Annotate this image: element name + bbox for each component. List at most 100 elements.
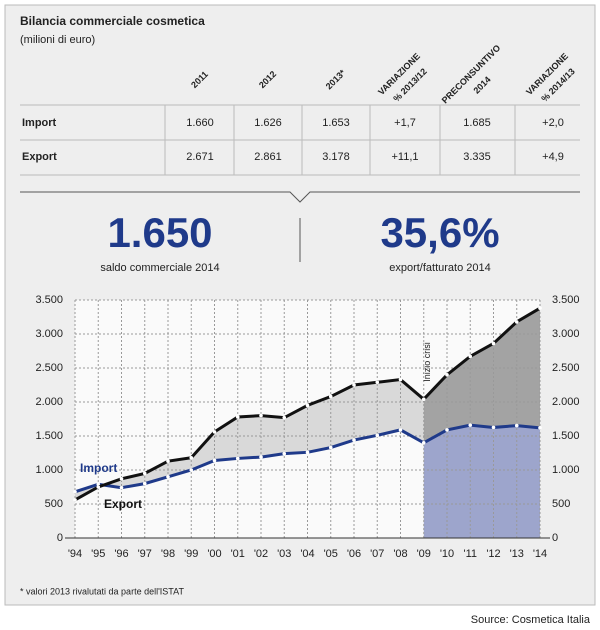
point: [189, 455, 194, 460]
point: [514, 423, 519, 428]
x-tick-label: '01: [231, 548, 245, 560]
table-cell: 2.861: [254, 151, 282, 163]
x-tick-label: '02: [254, 548, 268, 560]
highlight-label: export/fatturato 2014: [389, 262, 491, 274]
row-label: Export: [22, 151, 57, 163]
table-cell: +2,0: [542, 117, 564, 129]
point: [166, 459, 170, 463]
row-label: Import: [22, 117, 57, 129]
point: [352, 383, 356, 387]
point: [352, 438, 356, 442]
point: [119, 485, 124, 490]
y2-tick-label: 2.500: [552, 362, 580, 374]
y2-tick-label: 3.500: [552, 294, 580, 306]
x-tick-label: '14: [533, 548, 547, 560]
point: [375, 433, 380, 438]
x-tick-label: '06: [347, 548, 361, 560]
divider: [20, 191, 580, 203]
point: [73, 489, 77, 494]
x-tick-label: '11: [463, 548, 477, 560]
subtitle: (milioni di euro): [20, 34, 95, 46]
point: [282, 415, 287, 420]
y-tick-label: 2.000: [35, 396, 63, 408]
point: [445, 428, 449, 432]
table-cell: 1.626: [254, 117, 282, 129]
x-tick-label: '99: [184, 548, 198, 560]
series-label: Import: [80, 461, 117, 475]
point: [421, 397, 426, 402]
table-cell: 1.660: [186, 117, 214, 129]
table-cell: +11,1: [391, 151, 418, 163]
x-tick-label: '00: [207, 548, 221, 560]
y2-tick-label: 2.000: [552, 396, 580, 408]
shade: [423, 308, 540, 443]
title: Bilancia commerciale cosmetica: [20, 14, 205, 28]
point: [119, 477, 124, 481]
point: [259, 455, 263, 459]
table-cell: 3.335: [463, 151, 491, 163]
footnote: * valori 2013 rivalutati da parte dell'I…: [20, 586, 184, 596]
point: [328, 394, 333, 399]
point: [491, 341, 496, 346]
point: [235, 415, 240, 419]
x-tick-label: '13: [510, 548, 524, 560]
x-tick-label: '94: [68, 548, 82, 560]
point: [491, 425, 496, 430]
point: [398, 377, 403, 382]
point: [142, 481, 147, 486]
annotation: Inizio crisi: [422, 342, 432, 382]
point: [305, 450, 310, 455]
x-tick-label: '97: [138, 548, 152, 560]
series-label: Export: [104, 497, 142, 511]
x-tick-label: '95: [91, 548, 105, 560]
x-tick-label: '98: [161, 548, 175, 560]
table-cell: 1.685: [463, 117, 491, 129]
point: [468, 423, 473, 427]
y-tick-label: 500: [45, 498, 63, 510]
point: [235, 456, 240, 461]
point: [166, 475, 170, 479]
y-tick-label: 3.000: [35, 328, 63, 340]
y2-tick-label: 1.000: [552, 464, 580, 476]
table-cell: +4,9: [542, 151, 564, 163]
highlight-value: 35,6%: [380, 209, 499, 256]
point: [328, 445, 333, 450]
point: [538, 306, 542, 310]
x-tick-label: '10: [440, 548, 454, 560]
point: [96, 485, 101, 489]
x-tick-label: '05: [324, 548, 338, 560]
source: Source: Cosmetica Italia: [471, 614, 591, 626]
y2-tick-label: 500: [552, 498, 570, 510]
point: [514, 320, 519, 324]
y2-tick-label: 0: [552, 532, 558, 544]
y-tick-label: 1.000: [35, 464, 63, 476]
table-cell: 1.653: [322, 117, 350, 129]
table-cell: 2.671: [186, 151, 214, 163]
point: [189, 468, 194, 472]
table-cell: 3.178: [322, 151, 350, 163]
table-cell: +1,7: [394, 117, 416, 129]
point: [468, 354, 473, 359]
point: [375, 380, 380, 385]
x-tick-label: '04: [300, 548, 314, 560]
point: [212, 458, 217, 463]
shade: [423, 425, 540, 538]
x-tick-label: '12: [486, 548, 500, 560]
point: [398, 428, 403, 432]
point: [538, 426, 542, 430]
x-tick-label: '09: [417, 548, 431, 560]
x-tick-label: '96: [114, 548, 128, 560]
y2-tick-label: 3.000: [552, 328, 580, 340]
y-tick-label: 1.500: [35, 430, 63, 442]
point: [142, 471, 147, 476]
point: [445, 373, 449, 377]
x-tick-label: '03: [277, 548, 291, 560]
point: [259, 413, 263, 418]
y-tick-label: 2.500: [35, 362, 63, 374]
y-tick-label: 3.500: [35, 294, 63, 306]
point: [282, 451, 287, 456]
y2-tick-label: 1.500: [552, 430, 580, 442]
y-tick-label: 0: [57, 532, 63, 544]
point: [73, 498, 77, 502]
